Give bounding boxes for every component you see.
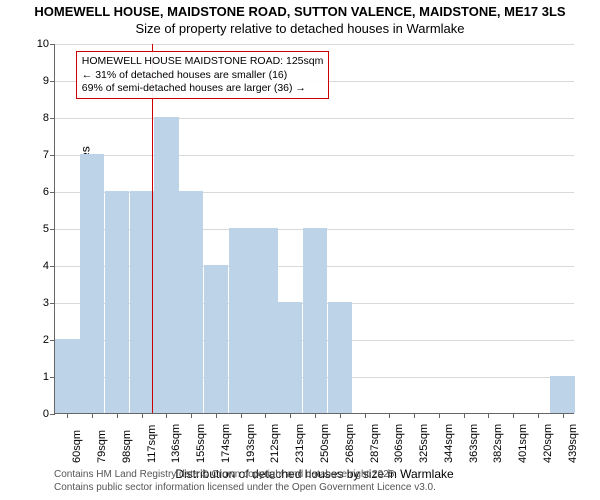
y-tick-label: 3: [27, 297, 49, 309]
x-tick-label: 382sqm: [492, 424, 504, 463]
x-tick: [216, 413, 217, 418]
callout-box: HOMEWELL HOUSE MAIDSTONE ROAD: 125sqm← 3…: [76, 51, 330, 98]
y-tick-label: 2: [27, 334, 49, 346]
footer-line2: Contains public sector information licen…: [54, 482, 436, 495]
x-tick: [464, 413, 465, 418]
x-tick-label: 231sqm: [294, 424, 306, 463]
y-tick: [50, 266, 55, 267]
y-tick: [50, 229, 55, 230]
x-tick: [191, 413, 192, 418]
y-tick-label: 1: [27, 371, 49, 383]
chart-title-line2: Size of property relative to detached ho…: [0, 21, 600, 36]
reference-line: [152, 44, 153, 413]
x-tick-label: 155sqm: [195, 424, 207, 463]
chart-title-block: HOMEWELL HOUSE, MAIDSTONE ROAD, SUTTON V…: [0, 0, 600, 38]
bar: [278, 302, 302, 413]
footer-attribution: Contains HM Land Registry data © Crown c…: [54, 469, 436, 494]
x-tick-label: 439sqm: [567, 424, 579, 463]
plot-region: Number of detached properties Distributi…: [54, 44, 574, 414]
bar: [80, 154, 104, 413]
x-tick: [117, 413, 118, 418]
x-tick: [166, 413, 167, 418]
y-tick: [50, 81, 55, 82]
x-tick-label: 420sqm: [542, 424, 554, 463]
y-tick-label: 8: [27, 112, 49, 124]
x-tick-label: 363sqm: [468, 424, 480, 463]
y-tick-label: 6: [27, 186, 49, 198]
x-tick-label: 401sqm: [517, 424, 529, 463]
x-tick: [414, 413, 415, 418]
chart-area: Number of detached properties Distributi…: [54, 44, 574, 414]
bar: [229, 228, 253, 413]
y-tick-label: 10: [27, 38, 49, 50]
x-tick: [340, 413, 341, 418]
y-tick-label: 0: [27, 408, 49, 420]
x-tick: [538, 413, 539, 418]
x-tick-label: 193sqm: [245, 424, 257, 463]
x-tick: [513, 413, 514, 418]
bar: [55, 339, 79, 413]
y-tick-label: 7: [27, 149, 49, 161]
gridline: [55, 44, 574, 45]
x-tick: [439, 413, 440, 418]
x-tick-label: 79sqm: [96, 430, 108, 463]
footer-line1: Contains HM Land Registry data © Crown c…: [54, 469, 436, 482]
x-tick: [488, 413, 489, 418]
x-tick-label: 306sqm: [393, 424, 405, 463]
x-tick: [142, 413, 143, 418]
x-tick-label: 268sqm: [344, 424, 356, 463]
callout-line: HOMEWELL HOUSE MAIDSTONE ROAD: 125sqm: [82, 55, 324, 68]
y-tick: [50, 414, 55, 415]
callout-line: 69% of semi-detached houses are larger (…: [82, 82, 324, 95]
x-tick-label: 117sqm: [146, 425, 158, 463]
x-tick-label: 250sqm: [319, 424, 331, 463]
y-tick: [50, 118, 55, 119]
callout-line: ← 31% of detached houses are smaller (16…: [82, 69, 324, 82]
x-tick: [365, 413, 366, 418]
x-tick: [241, 413, 242, 418]
y-tick: [50, 155, 55, 156]
x-tick: [265, 413, 266, 418]
x-tick: [315, 413, 316, 418]
x-tick-label: 60sqm: [71, 430, 83, 463]
bar: [204, 265, 228, 413]
bar: [130, 191, 154, 413]
x-tick-label: 174sqm: [220, 424, 232, 463]
y-tick-label: 9: [27, 75, 49, 87]
x-tick-label: 212sqm: [269, 424, 281, 463]
x-tick-label: 136sqm: [170, 424, 182, 463]
chart-title-line1: HOMEWELL HOUSE, MAIDSTONE ROAD, SUTTON V…: [0, 4, 600, 19]
x-tick: [290, 413, 291, 418]
x-tick-label: 98sqm: [121, 430, 133, 463]
y-tick: [50, 303, 55, 304]
x-tick-label: 287sqm: [369, 424, 381, 463]
gridline: [55, 118, 574, 119]
bar: [179, 191, 203, 413]
x-tick: [563, 413, 564, 418]
y-tick-label: 5: [27, 223, 49, 235]
bar: [253, 228, 277, 413]
gridline: [55, 155, 574, 156]
y-tick-label: 4: [27, 260, 49, 272]
bar: [550, 376, 574, 413]
bar: [154, 117, 178, 413]
bar: [303, 228, 327, 413]
bar: [105, 191, 129, 413]
x-tick-label: 325sqm: [418, 424, 430, 463]
x-tick: [67, 413, 68, 418]
x-tick-label: 344sqm: [443, 424, 455, 463]
y-tick: [50, 44, 55, 45]
x-tick: [389, 413, 390, 418]
x-tick: [92, 413, 93, 418]
y-tick: [50, 192, 55, 193]
bar: [328, 302, 352, 413]
